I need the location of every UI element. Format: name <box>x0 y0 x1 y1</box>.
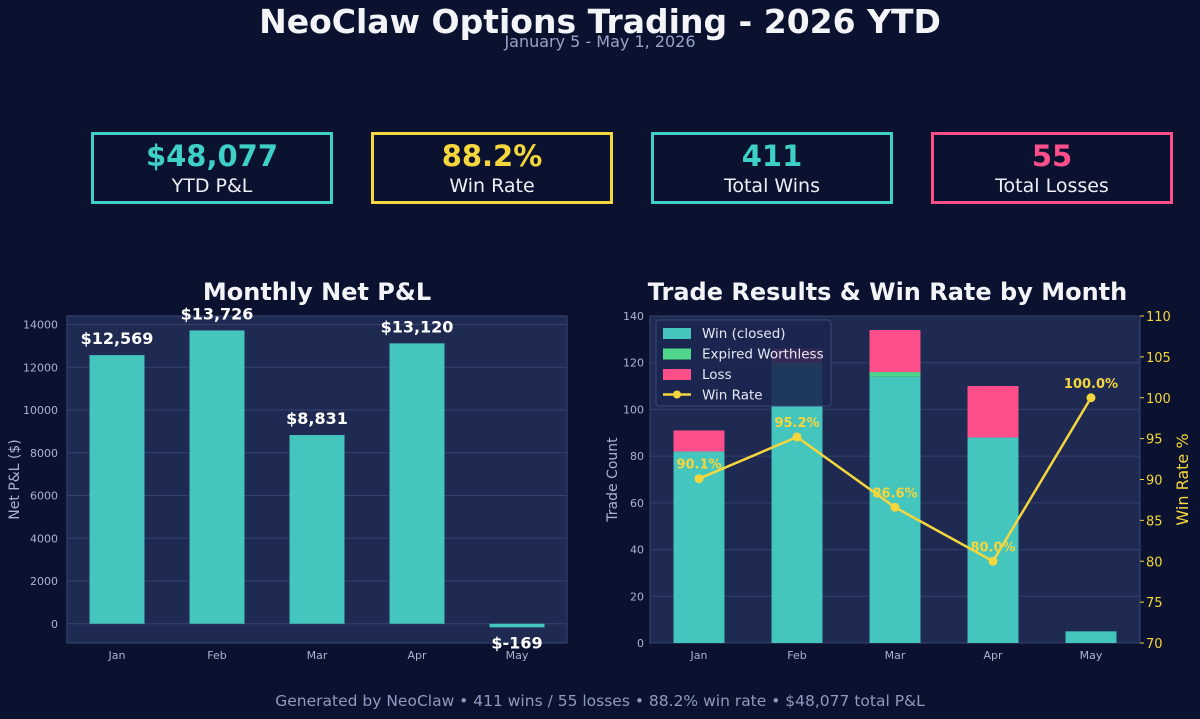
pnl-data-label: $12,569 <box>81 329 154 348</box>
pnl-data-label: $-169 <box>491 633 542 652</box>
trades-y-tick-label: 80 <box>630 450 644 463</box>
pnl-bar <box>489 623 545 628</box>
legend-swatch <box>663 328 691 339</box>
trades-bar-loss <box>673 430 725 452</box>
trades-y2-tick-label: 75 <box>1146 596 1163 611</box>
trades-x-tick-label: Mar <box>885 649 906 662</box>
win-rate-point <box>890 502 900 512</box>
trades-y-tick-label: 0 <box>637 637 644 650</box>
page-title: NeoClaw Options Trading - 2026 YTD <box>259 2 941 41</box>
trades-bar-loss <box>967 386 1019 438</box>
trades-x-tick-label: May <box>1080 649 1103 662</box>
trades-bar-expired-worthless <box>869 372 921 377</box>
pnl-bar <box>89 355 145 624</box>
trades-bar-win-closed- <box>673 451 725 643</box>
pnl-y-tick-label: 0 <box>51 618 58 631</box>
pnl-x-tick-label: Apr <box>407 649 427 662</box>
kpi-value: 55 <box>1031 139 1073 173</box>
trades-y2-tick-label: 85 <box>1146 514 1163 529</box>
kpi-label: Total Losses <box>995 175 1109 197</box>
trades-y-tick-label: 40 <box>630 544 644 557</box>
legend-label: Loss <box>702 367 732 383</box>
kpi-label: Total Wins <box>723 175 820 197</box>
legend-label: Win Rate <box>702 388 763 404</box>
kpi-win-rate: 88.2% Win Rate <box>371 132 613 204</box>
trades-x-tick-label: Apr <box>983 649 1003 662</box>
pnl-y-tick-label: 2000 <box>30 575 58 588</box>
win-rate-data-label: 80.0% <box>970 540 1015 555</box>
trades-y2-tick-label: 90 <box>1146 474 1163 489</box>
trades-y-tick-label: 140 <box>623 310 644 323</box>
trades-y2-tick-label: 110 <box>1146 310 1171 325</box>
pnl-y-tick-label: 14000 <box>23 319 58 332</box>
pnl-x-tick-label: Mar <box>307 649 328 662</box>
win-rate-point <box>1086 393 1096 403</box>
win-rate-point <box>694 474 704 484</box>
trades-y2-tick-label: 70 <box>1146 637 1163 652</box>
legend-swatch <box>663 348 691 360</box>
kpi-value: 411 <box>741 139 803 173</box>
pnl-data-label: $8,831 <box>286 409 348 428</box>
trades-chart-title: Trade Results & Win Rate by Month <box>647 278 1128 306</box>
page-subtitle: January 5 - May 1, 2026 <box>504 32 696 51</box>
trades-y-tick-label: 100 <box>623 403 644 416</box>
win-rate-point <box>792 432 802 442</box>
pnl-x-tick-label: May <box>506 649 529 662</box>
trades-legend-box <box>655 319 832 407</box>
legend-swatch <box>663 369 691 380</box>
win-rate-data-label: 100.0% <box>1064 377 1118 392</box>
trades-bar-win-closed- <box>1065 631 1117 643</box>
trades-y2-tick-label: 80 <box>1146 555 1163 570</box>
pnl-data-label: $13,726 <box>181 304 254 323</box>
kpi-total-losses: 55 Total Losses <box>931 132 1173 204</box>
pnl-chart-title: Monthly Net P&L <box>202 278 432 306</box>
trades-y2-tick-label: 100 <box>1146 392 1171 407</box>
trades-bar-win-closed- <box>771 367 823 643</box>
trades-bar-loss <box>869 330 921 373</box>
legend-label: Win (closed) <box>702 326 786 342</box>
trades-x-tick-label: Feb <box>787 649 806 662</box>
pnl-bar <box>189 330 245 624</box>
pnl-y-tick-label: 4000 <box>30 532 58 545</box>
win-rate-data-label: 90.1% <box>676 458 721 473</box>
pnl-bar <box>289 435 345 624</box>
footer-summary: Generated by NeoClaw • 411 wins / 55 los… <box>275 692 925 710</box>
kpi-value: 88.2% <box>441 139 543 173</box>
trades-y-tick-label: 120 <box>623 357 644 370</box>
win-rate-data-label: 95.2% <box>774 416 819 431</box>
kpi-ytd-pnl: $48,077 YTD P&L <box>91 132 333 204</box>
kpi-total-wins: 411 Total Wins <box>651 132 893 204</box>
pnl-x-tick-label: Jan <box>108 649 126 662</box>
win-rate-point <box>988 556 998 566</box>
legend-swatch-marker <box>673 390 681 399</box>
trades-x-tick-label: Jan <box>690 649 708 662</box>
pnl-y-tick-label: 8000 <box>30 447 58 460</box>
pnl-bar <box>389 343 445 624</box>
win-rate-data-label: 86.6% <box>872 486 917 501</box>
pnl-data-label: $13,120 <box>381 317 454 336</box>
kpi-label: YTD P&L <box>171 175 253 197</box>
trades-y2-tick-label: 95 <box>1146 433 1163 448</box>
pnl-y-tick-label: 12000 <box>23 361 58 374</box>
trades-y-tick-label: 20 <box>630 590 644 603</box>
trades-y2-axis-label: Win Rate % <box>1173 433 1192 525</box>
pnl-y-tick-label: 10000 <box>23 404 58 417</box>
legend-label: Expired Worthless <box>702 347 824 363</box>
kpi-label: Win Rate <box>449 175 535 197</box>
kpi-value: $48,077 <box>145 139 279 173</box>
trades-y-tick-label: 60 <box>630 497 644 510</box>
pnl-y-axis-label: Net P&L ($) <box>7 439 23 519</box>
pnl-x-tick-label: Feb <box>207 649 226 662</box>
pnl-y-tick-label: 6000 <box>30 490 58 503</box>
trades-bar-win-closed- <box>967 437 1019 643</box>
trades-y-axis-label: Trade Count <box>605 437 621 523</box>
trades-y2-tick-label: 105 <box>1146 351 1171 366</box>
